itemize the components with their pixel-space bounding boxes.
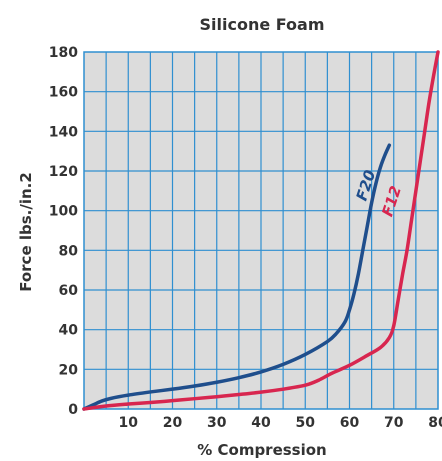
- x-tick-label: 10: [119, 415, 139, 431]
- y-tick-label: 40: [59, 323, 79, 339]
- y-tick-label: 0: [68, 402, 78, 418]
- x-tick-label: 80: [428, 415, 442, 431]
- y-tick-label: 100: [49, 204, 78, 220]
- x-tick-label: 20: [163, 415, 183, 431]
- series-line-f20: [82, 143, 392, 411]
- x-tick-label: 40: [251, 415, 271, 431]
- y-tick-label: 80: [59, 243, 79, 259]
- x-axis-label: % Compression: [197, 441, 327, 459]
- x-tick-label: 60: [340, 415, 360, 431]
- x-tick-label: 70: [384, 415, 404, 431]
- y-tick-label: 120: [49, 164, 78, 180]
- x-tick-label: 30: [207, 415, 227, 431]
- y-tick-label: 20: [59, 362, 79, 378]
- y-tick-label: 140: [49, 124, 78, 140]
- y-tick-label: 60: [59, 283, 79, 299]
- series-line-f12: [82, 50, 440, 411]
- plot-frame: [83, 51, 439, 410]
- y-tick-label: 160: [49, 85, 78, 101]
- x-tick-label: 50: [296, 415, 316, 431]
- y-tick-label: 180: [49, 45, 78, 61]
- y-axis-label: Force lbs./in.2: [17, 172, 35, 292]
- chart-title: Silicone Foam: [199, 15, 324, 34]
